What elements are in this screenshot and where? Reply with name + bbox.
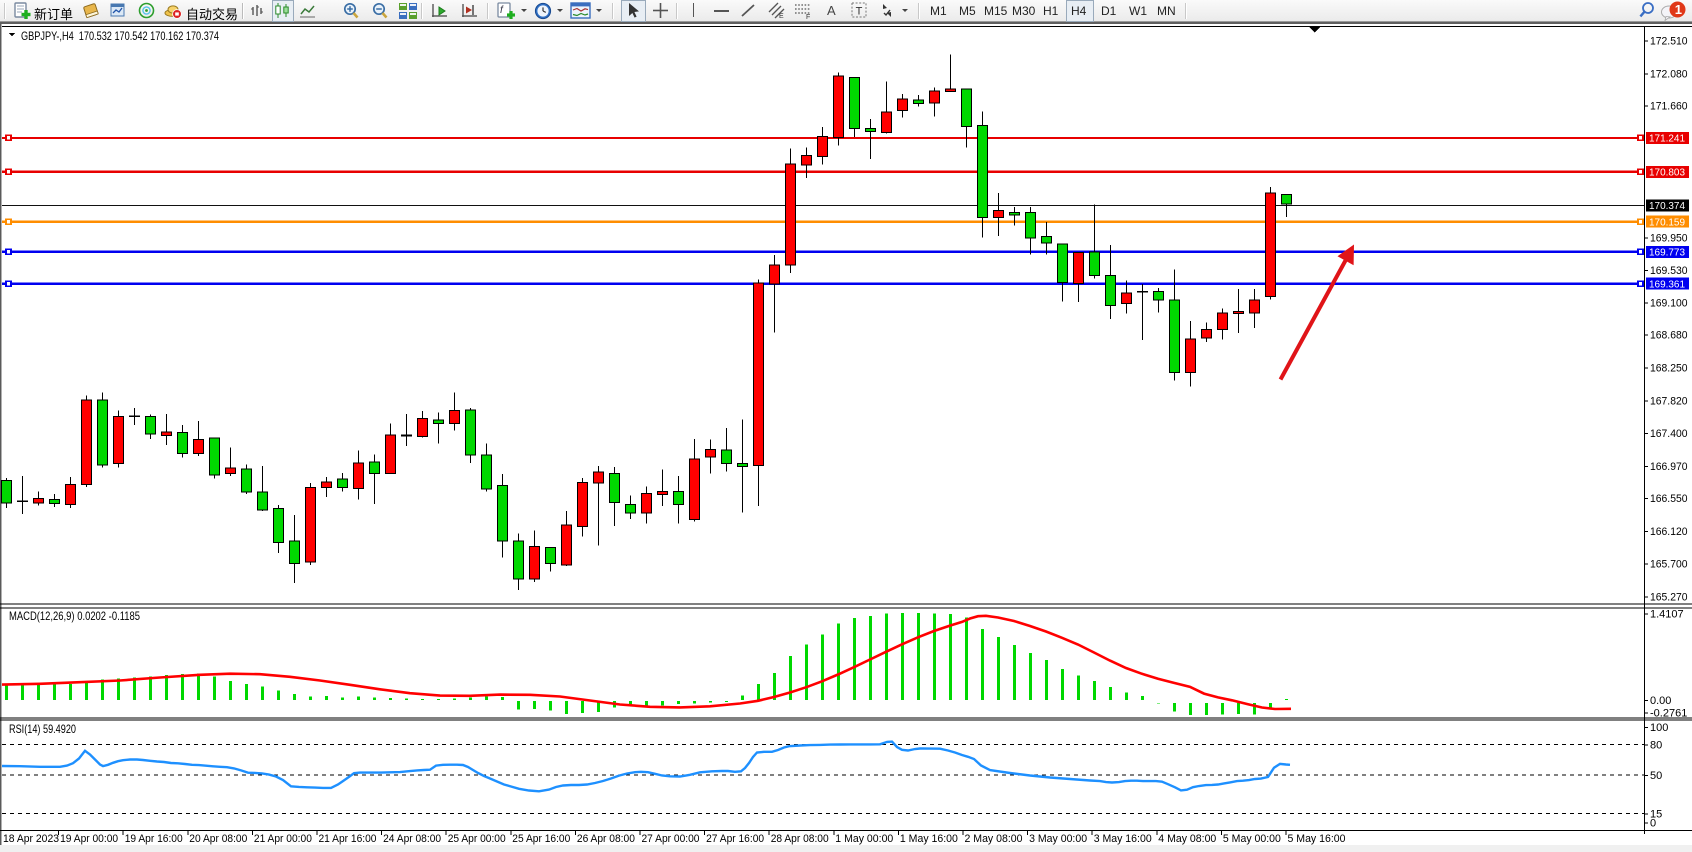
- svg-text:1: 1: [1675, 2, 1682, 17]
- svg-text:166.550: 166.550: [1650, 493, 1688, 505]
- svg-text:0.00: 0.00: [1650, 695, 1671, 707]
- svg-text:1.4107: 1.4107: [1650, 609, 1684, 621]
- svg-text:0: 0: [1650, 818, 1656, 830]
- svg-text:-0.2761: -0.2761: [1650, 707, 1687, 719]
- svg-text:169.100: 169.100: [1650, 297, 1688, 309]
- svg-text:165.700: 165.700: [1650, 558, 1688, 570]
- svg-text:170.374: 170.374: [1649, 200, 1685, 212]
- svg-text:167.820: 167.820: [1650, 396, 1688, 408]
- svg-text:80: 80: [1650, 740, 1662, 752]
- svg-text:GBPJPY-,H4 170.532 170.542 17: GBPJPY-,H4 170.532 170.542 170.162 170.3…: [21, 29, 219, 43]
- svg-text:26 Apr 08:00: 26 Apr 08:00: [577, 833, 635, 845]
- svg-text:20 Apr 08:00: 20 Apr 08:00: [189, 833, 247, 845]
- svg-text:19 Apr 00:00: 19 Apr 00:00: [60, 833, 118, 845]
- svg-text:171.660: 171.660: [1650, 101, 1688, 113]
- svg-text:169.530: 169.530: [1650, 265, 1688, 277]
- svg-text:21 Apr 00:00: 21 Apr 00:00: [254, 833, 312, 845]
- svg-text:f: f: [500, 5, 504, 16]
- svg-text:167.400: 167.400: [1650, 428, 1688, 440]
- svg-text:3 May 00:00: 3 May 00:00: [1029, 833, 1087, 845]
- svg-text:168.680: 168.680: [1650, 330, 1688, 342]
- svg-text:27 Apr 16:00: 27 Apr 16:00: [706, 833, 764, 845]
- svg-text:1 May 00:00: 1 May 00:00: [835, 833, 893, 845]
- svg-text:100: 100: [1650, 722, 1668, 734]
- svg-text:169.361: 169.361: [1649, 279, 1685, 291]
- svg-text:165.270: 165.270: [1650, 592, 1688, 604]
- svg-text:15: 15: [1650, 808, 1662, 820]
- svg-text:168.250: 168.250: [1650, 363, 1688, 375]
- svg-text:3 May 16:00: 3 May 16:00: [1094, 833, 1152, 845]
- svg-text:5 May 00:00: 5 May 00:00: [1223, 833, 1281, 845]
- svg-text:50: 50: [1650, 770, 1662, 782]
- svg-text:4 May 08:00: 4 May 08:00: [1158, 833, 1216, 845]
- svg-text:T: T: [856, 6, 863, 18]
- svg-text:172.080: 172.080: [1650, 69, 1688, 81]
- svg-text:169.773: 169.773: [1649, 247, 1685, 259]
- svg-text:169.950: 169.950: [1650, 233, 1688, 245]
- svg-text:21 Apr 16:00: 21 Apr 16:00: [319, 833, 377, 845]
- svg-text:166.120: 166.120: [1650, 526, 1688, 538]
- svg-text:166.970: 166.970: [1650, 461, 1688, 473]
- svg-text:MACD(12,26,9) 0.0202 -0.1185: MACD(12,26,9) 0.0202 -0.1185: [9, 609, 140, 623]
- svg-text:19 Apr 16:00: 19 Apr 16:00: [125, 833, 183, 845]
- svg-text:27 Apr 00:00: 27 Apr 00:00: [642, 833, 700, 845]
- svg-text:1 May 16:00: 1 May 16:00: [900, 833, 958, 845]
- svg-text:25 Apr 16:00: 25 Apr 16:00: [512, 833, 570, 845]
- svg-text:170.159: 170.159: [1649, 217, 1685, 229]
- svg-text:F: F: [806, 14, 810, 19]
- svg-text:E: E: [779, 13, 784, 19]
- svg-text:28 Apr 08:00: 28 Apr 08:00: [771, 833, 829, 845]
- svg-text:24 Apr 08:00: 24 Apr 08:00: [383, 833, 441, 845]
- svg-text:170.803: 170.803: [1649, 167, 1685, 179]
- svg-text:2 May 08:00: 2 May 08:00: [965, 833, 1023, 845]
- svg-text:RSI(14) 59.4920: RSI(14) 59.4920: [9, 722, 76, 736]
- svg-text:25 Apr 00:00: 25 Apr 00:00: [448, 833, 506, 845]
- svg-text:5 May 16:00: 5 May 16:00: [1288, 833, 1346, 845]
- svg-text:18 Apr 2023: 18 Apr 2023: [3, 833, 59, 845]
- svg-text:171.241: 171.241: [1649, 133, 1685, 145]
- svg-text:172.510: 172.510: [1650, 35, 1688, 47]
